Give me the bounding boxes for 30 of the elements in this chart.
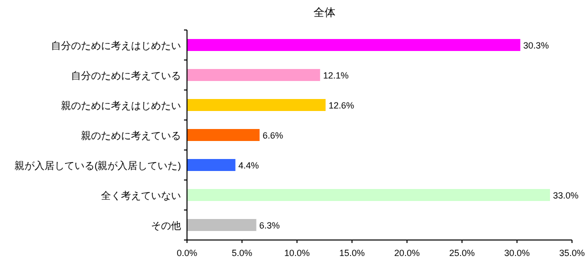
y-tick-label: 親のために考えはじめたい bbox=[61, 100, 181, 112]
bar bbox=[187, 219, 256, 231]
data-label: 30.3% bbox=[523, 40, 549, 50]
x-tick-label: 30.0% bbox=[504, 248, 530, 258]
bar bbox=[187, 69, 320, 81]
data-label: 33.0% bbox=[553, 190, 579, 200]
y-tick-label: 全く考えていない bbox=[101, 190, 181, 202]
bar bbox=[187, 159, 236, 171]
x-tick-label: 35.0% bbox=[559, 248, 585, 258]
x-tick-label: 15.0% bbox=[339, 248, 365, 258]
y-tick-label: 自分のために考えはじめたい bbox=[51, 40, 181, 52]
data-label: 12.1% bbox=[323, 70, 349, 80]
x-tick-label: 10.0% bbox=[284, 248, 310, 258]
bar bbox=[187, 39, 520, 51]
bar bbox=[187, 129, 260, 141]
y-tick-label: 自分のために考えている bbox=[71, 70, 181, 82]
data-label: 6.3% bbox=[259, 220, 280, 230]
y-tick-label: 親のために考えている bbox=[81, 130, 181, 142]
data-label: 4.4% bbox=[238, 160, 259, 170]
bar bbox=[187, 189, 550, 201]
y-tick-label: その他 bbox=[151, 220, 181, 232]
data-label: 6.6% bbox=[262, 130, 284, 140]
x-tick-label: 25.0% bbox=[449, 248, 475, 258]
bar bbox=[187, 99, 326, 111]
data-label: 12.6% bbox=[328, 100, 354, 110]
x-tick-label: 5.0% bbox=[232, 248, 252, 258]
y-tick-label: 親が入居している(親が入居していた) bbox=[14, 160, 181, 172]
x-tick-label: 20.0% bbox=[394, 248, 420, 258]
chart-title: 全体 bbox=[314, 7, 336, 19]
x-tick-label: 0.0% bbox=[176, 248, 198, 258]
